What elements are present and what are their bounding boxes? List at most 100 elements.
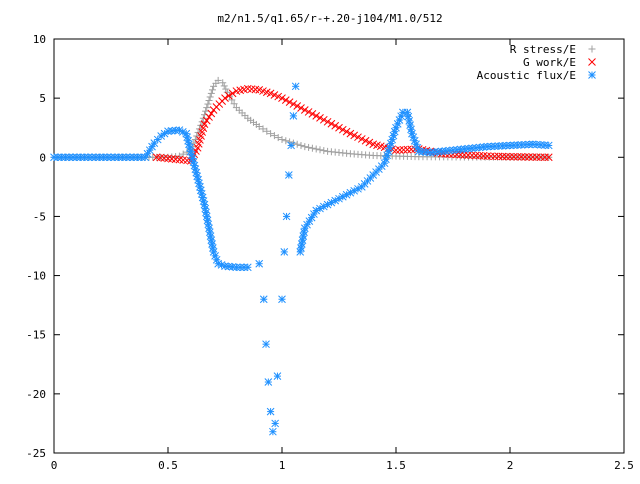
data-point — [308, 110, 317, 118]
data-point — [259, 125, 267, 133]
data-point — [206, 93, 214, 101]
data-point — [141, 153, 150, 162]
data-point — [267, 130, 275, 138]
data-point — [220, 82, 228, 90]
data-point — [304, 108, 313, 116]
x-tick-label: 2.5 — [614, 459, 634, 472]
data-point — [205, 113, 213, 121]
data-point — [287, 141, 295, 150]
data-point — [335, 123, 343, 132]
data-point — [214, 76, 222, 84]
data-point — [293, 140, 301, 148]
axes: 0 0.5 1 1.5 2 2.5 10 5 0 -5 -10 -15 -20 -25 — [26, 33, 634, 472]
data-point — [517, 153, 526, 161]
data-point — [126, 153, 134, 162]
data-point — [502, 152, 511, 161]
data-point — [200, 120, 209, 129]
data-point — [61, 153, 70, 162]
data-point — [270, 132, 278, 140]
x-tick-label: 0.5 — [158, 459, 178, 472]
data-point — [122, 153, 131, 162]
data-point — [395, 146, 404, 154]
data-point — [228, 96, 236, 104]
x-tick-label: 1.5 — [386, 459, 406, 472]
data-point — [293, 102, 302, 110]
data-point — [199, 114, 207, 122]
data-point — [224, 91, 233, 100]
data-point — [483, 152, 492, 160]
data-point — [107, 153, 115, 162]
data-point — [365, 138, 374, 147]
data-point — [240, 263, 248, 272]
data-point — [266, 89, 275, 98]
chart-title: m2/n1.5/q1.65/r-+.20-j104/M1.0/512 — [217, 12, 442, 25]
data-point — [255, 123, 263, 131]
data-point — [259, 295, 268, 304]
data-point — [207, 109, 216, 118]
data-point — [395, 116, 404, 124]
data-point — [291, 82, 300, 91]
data-point — [205, 97, 213, 105]
legend-label: G work/E — [523, 56, 576, 69]
data-point — [393, 120, 402, 128]
data-point — [208, 240, 216, 248]
data-point — [266, 407, 275, 416]
y-tick-label: -10 — [26, 270, 46, 283]
data-point — [305, 217, 314, 226]
data-point — [544, 153, 553, 162]
data-point — [137, 153, 146, 162]
data-point — [278, 136, 286, 144]
data-point — [441, 147, 450, 155]
data-point — [232, 263, 241, 272]
data-point — [264, 378, 273, 386]
data-point — [487, 152, 495, 161]
data-point — [133, 153, 142, 162]
data-point — [103, 153, 112, 162]
data-point — [297, 141, 305, 149]
data-point — [263, 127, 271, 135]
data-point — [392, 123, 400, 132]
data-point — [320, 147, 328, 155]
data-point — [490, 152, 499, 161]
data-point — [278, 94, 286, 102]
x-tick-label: 0 — [51, 459, 58, 472]
data-point — [331, 121, 340, 130]
data-point — [271, 419, 280, 428]
series-3 — [50, 82, 553, 436]
y-tick-label: 10 — [33, 33, 46, 46]
data-point — [280, 248, 289, 256]
data-point — [305, 143, 313, 151]
data-point — [301, 143, 309, 151]
data-point — [509, 152, 518, 161]
x-tick-label: 2 — [507, 459, 514, 472]
data-point — [544, 141, 553, 150]
data-point — [91, 153, 100, 162]
data-point — [202, 107, 210, 115]
y-tick-label: 0 — [39, 151, 46, 164]
data-point — [205, 228, 214, 237]
data-point — [312, 145, 320, 153]
data-point — [255, 259, 264, 268]
data-point — [204, 100, 212, 108]
data-point — [354, 133, 362, 142]
data-point — [273, 372, 282, 380]
data-point — [219, 79, 227, 87]
data-point — [274, 134, 282, 142]
data-point — [357, 135, 366, 143]
data-point — [202, 116, 211, 125]
y-tick-label: -20 — [26, 388, 46, 401]
data-point — [399, 145, 408, 154]
legend-marker — [588, 45, 596, 53]
data-point — [243, 263, 252, 272]
data-point — [50, 153, 58, 162]
data-point — [338, 125, 347, 134]
series-layer — [50, 76, 553, 436]
data-point — [230, 100, 238, 108]
data-point — [222, 85, 230, 93]
data-point — [342, 127, 351, 136]
data-point — [494, 152, 503, 161]
legend-label: R stress/E — [510, 43, 576, 56]
data-point — [193, 132, 201, 140]
